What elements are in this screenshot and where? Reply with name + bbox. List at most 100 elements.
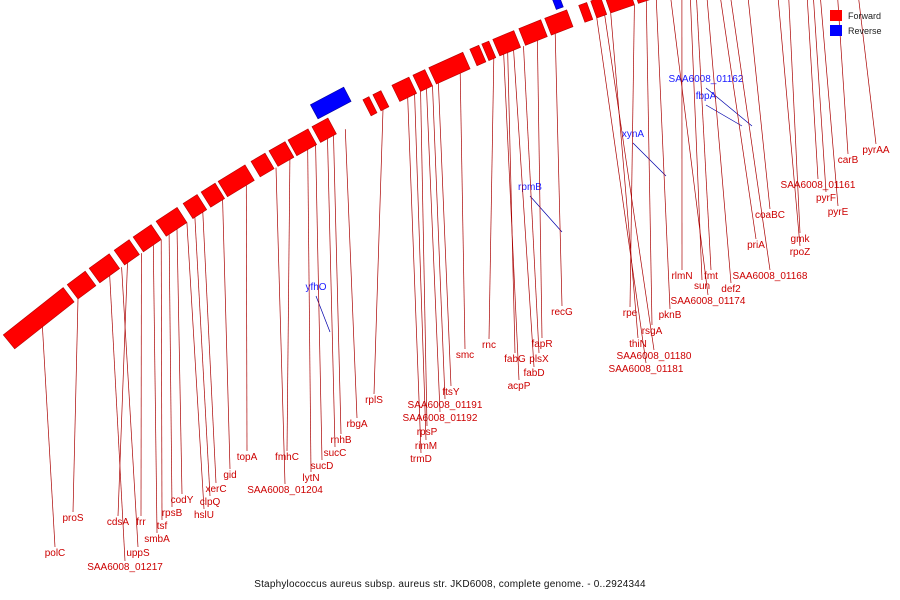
forward-gene-label[interactable]: rpsP [417, 427, 438, 438]
forward-gene[interactable] [544, 9, 574, 36]
forward-gene[interactable] [605, 0, 635, 14]
forward-gene-label[interactable]: rbgA [346, 419, 367, 430]
reverse-gene-label[interactable]: fbpA [696, 91, 717, 102]
forward-gene[interactable] [633, 0, 652, 4]
reverse-gene-label[interactable]: xynA [622, 129, 645, 140]
forward-gene-label[interactable]: acpP [508, 381, 531, 392]
forward-gene-label[interactable]: SAA6008_01191 [408, 400, 483, 411]
forward-gene[interactable] [391, 76, 417, 102]
forward-gene-label[interactable]: cdsA [107, 517, 130, 528]
forward-gene-label[interactable]: def2 [721, 284, 741, 295]
forward-gene-label[interactable]: SAA6008_01174 [671, 296, 746, 307]
forward-gene[interactable] [518, 19, 548, 46]
forward-gene-label[interactable]: coaBC [755, 210, 785, 221]
forward-gene-label[interactable]: SAA6008_01204 [247, 485, 323, 496]
forward-gene[interactable] [250, 152, 275, 178]
forward-gene[interactable] [287, 128, 318, 157]
forward-gene[interactable] [217, 164, 255, 198]
forward-gene-label[interactable]: SAA6008_01181 [609, 364, 684, 375]
forward-gene-label[interactable]: rnc [482, 340, 496, 351]
forward-gene-label[interactable]: lytN [302, 473, 319, 484]
forward-gene-label[interactable]: proS [62, 513, 83, 524]
label-leader [407, 97, 422, 454]
legend-item-reverse[interactable]: Reverse [830, 23, 892, 38]
forward-gene[interactable] [132, 224, 162, 253]
forward-gene-label[interactable]: sucD [311, 461, 334, 472]
forward-gene[interactable] [362, 96, 378, 117]
forward-gene-label[interactable]: frr [136, 517, 146, 528]
forward-gene-label[interactable]: fmhC [275, 452, 299, 463]
forward-gene[interactable] [200, 182, 226, 208]
forward-gene-label[interactable]: gmk [791, 234, 811, 245]
forward-gene[interactable] [372, 90, 390, 112]
forward-gene[interactable] [492, 30, 521, 57]
forward-gene-label[interactable]: pyrE [828, 207, 849, 218]
forward-gene-label[interactable]: thiN [629, 339, 647, 350]
forward-gene-label[interactable]: rlmN [671, 271, 692, 282]
forward-gene-label[interactable]: SAA6008_01217 [87, 562, 163, 573]
reverse-gene[interactable] [309, 86, 352, 120]
forward-gene-label[interactable]: pyrF [816, 193, 836, 204]
forward-gene-label[interactable]: SAA6008_01168 [733, 271, 808, 282]
forward-gene[interactable] [590, 0, 608, 19]
forward-gene-label[interactable]: xerC [205, 484, 226, 495]
forward-gene-label[interactable]: priA [747, 240, 765, 251]
forward-gene[interactable] [428, 51, 471, 85]
forward-gene[interactable] [481, 40, 497, 61]
forward-gene-label[interactable]: sucC [324, 448, 347, 459]
forward-gene-label[interactable]: tsf [157, 521, 168, 532]
forward-gene-label[interactable]: recG [551, 307, 573, 318]
forward-gene[interactable] [469, 44, 487, 67]
label-leader [523, 46, 540, 354]
forward-gene-label[interactable]: SAA6008_01192 [403, 413, 478, 424]
forward-gene-label[interactable]: fapR [531, 339, 552, 350]
forward-gene-label[interactable]: rsgA [642, 326, 663, 337]
forward-gene-label[interactable]: smbA [144, 534, 170, 545]
forward-gene[interactable] [182, 194, 208, 220]
forward-gene[interactable] [268, 141, 295, 167]
forward-gene[interactable] [66, 270, 97, 300]
forward-gene-label[interactable]: rpsB [162, 508, 183, 519]
reverse-gene-label[interactable]: rpmB [518, 182, 542, 193]
forward-gene-label[interactable]: fmt [704, 271, 718, 282]
forward-gene[interactable] [311, 117, 337, 143]
forward-gene-label[interactable]: ftsY [442, 387, 460, 398]
forward-gene-label[interactable]: rpoZ [790, 247, 811, 258]
forward-gene-label[interactable]: topA [237, 452, 258, 463]
label-leader [813, 0, 827, 193]
reverse-gene-label[interactable]: yfhO [305, 282, 326, 293]
forward-gene[interactable] [88, 253, 121, 284]
label-leader [529, 195, 563, 233]
forward-gene-label[interactable]: fabD [523, 368, 544, 379]
forward-gene-label[interactable]: rimM [415, 441, 437, 452]
forward-gene-label[interactable]: rnhB [330, 435, 351, 446]
forward-gene-label[interactable]: smc [456, 350, 474, 361]
reverse-gene[interactable] [551, 0, 564, 10]
forward-gene[interactable] [2, 287, 75, 350]
forward-gene-label[interactable]: SAA6008_01161 [781, 180, 856, 191]
forward-gene-label[interactable]: pknB [659, 310, 682, 321]
forward-gene-label[interactable]: rpe [623, 308, 638, 319]
forward-gene-label[interactable]: sun [694, 281, 710, 292]
reverse-gene-label[interactable]: SAA6008_01162 [669, 74, 744, 85]
forward-gene-label[interactable]: SAA6008_01180 [617, 351, 692, 362]
forward-gene-label[interactable]: uppS [126, 548, 150, 559]
forward-gene-label[interactable]: codY [171, 495, 194, 506]
forward-gene-label[interactable]: gid [223, 470, 236, 481]
legend-item-forward[interactable]: Forward [830, 8, 892, 23]
forward-gene[interactable] [155, 206, 188, 237]
forward-gene-label[interactable]: rplS [365, 395, 383, 406]
forward-gene[interactable] [113, 239, 140, 266]
forward-gene-label[interactable]: clpQ [200, 497, 221, 508]
label-leader [307, 149, 312, 473]
forward-gene-label[interactable]: plsX [529, 354, 549, 365]
forward-gene-label[interactable]: hslU [194, 510, 214, 521]
forward-gene-label[interactable]: pyrAA [862, 145, 890, 156]
forward-gene[interactable] [578, 2, 594, 23]
forward-gene-label[interactable]: fabG [504, 354, 526, 365]
forward-gene-label[interactable]: trmD [410, 454, 432, 465]
forward-gene-label[interactable]: carB [838, 155, 859, 166]
forward-gene-label[interactable]: polC [45, 548, 66, 559]
forward-gene[interactable] [412, 69, 433, 92]
